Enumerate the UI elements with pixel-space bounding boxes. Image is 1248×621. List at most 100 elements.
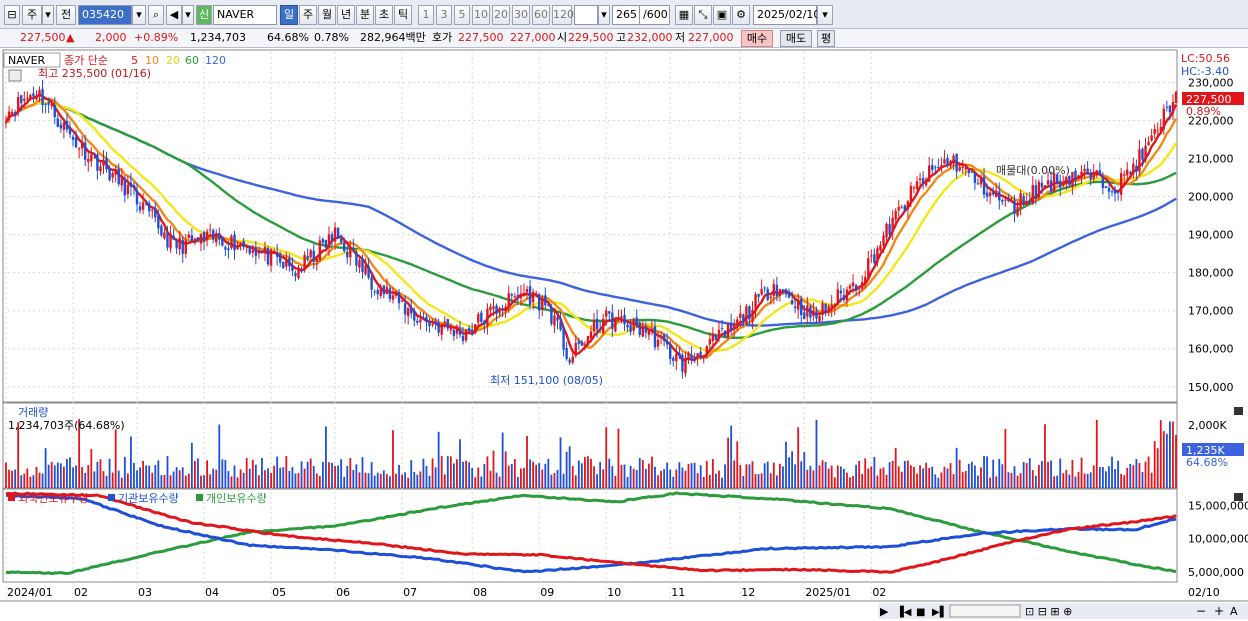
volume-bar (175, 467, 178, 488)
interval-20[interactable]: 20 (492, 5, 510, 25)
candle (285, 251, 288, 271)
candle (312, 244, 315, 269)
stock-code-input[interactable]: 035420 (78, 5, 132, 25)
zoom-in-icon[interactable]: + (1214, 604, 1224, 618)
volume-bar (736, 441, 739, 488)
scroll-play-icon[interactable]: ▶ (880, 605, 889, 618)
price-change: 2,000 (95, 31, 127, 44)
interval-10[interactable]: 10 (472, 5, 490, 25)
window-icon[interactable]: ⊟ (4, 5, 20, 25)
code-dropdown-icon[interactable]: ▾ (132, 5, 146, 25)
volume-bar (1019, 473, 1022, 488)
candle (77, 146, 81, 159)
chevron-down-icon[interactable]: ▾ (42, 5, 54, 25)
candle (806, 296, 809, 325)
date-axis-tick: 11 (671, 586, 685, 599)
holdings-close-icon[interactable] (1234, 493, 1243, 501)
sell-button[interactable]: 매도 (780, 30, 812, 47)
bid-price: 227,000 (510, 31, 556, 44)
period-year[interactable]: 년 (337, 5, 355, 25)
candle (632, 317, 635, 336)
candle (297, 264, 300, 280)
volume-bar (779, 463, 781, 488)
volume-bar (949, 463, 952, 488)
font-size-icon[interactable]: A (1230, 605, 1238, 618)
save-icon[interactable]: ▣ (713, 5, 731, 25)
interval-30[interactable]: 30 (512, 5, 530, 25)
candle (26, 91, 29, 105)
volume-bar (328, 462, 330, 488)
candle (900, 205, 903, 209)
candle (236, 241, 239, 250)
scroll-stop-icon[interactable]: ■ (916, 607, 925, 618)
gear-icon[interactable]: ⚙ (732, 5, 750, 25)
candle (248, 245, 251, 256)
buy-button[interactable]: 매수 (741, 30, 773, 47)
candle (571, 348, 574, 365)
interval-3[interactable]: 3 (436, 5, 452, 25)
candle (787, 288, 791, 299)
date-input[interactable]: 2025/02/10 (753, 5, 820, 25)
volume-bar (839, 466, 842, 488)
scroll-first-icon[interactable]: ▐◀ (896, 605, 912, 618)
candle (1095, 169, 1098, 178)
candle (528, 279, 532, 310)
candle (257, 247, 261, 259)
volume-bar (906, 460, 909, 488)
interval-input[interactable] (574, 5, 598, 25)
volume-bar (1153, 441, 1156, 488)
period-second[interactable]: 초 (375, 5, 393, 25)
candle (425, 313, 428, 332)
candle (154, 202, 157, 223)
calendar-icon[interactable]: ▾ (817, 5, 833, 25)
interval-dropdown-icon[interactable]: ▾ (598, 5, 610, 25)
volume-bar (1016, 475, 1019, 488)
interval-1[interactable]: 1 (418, 5, 434, 25)
candle (382, 285, 386, 299)
volume-bar (254, 464, 257, 488)
candle (1016, 200, 1019, 218)
period-day[interactable]: 일 (280, 5, 298, 25)
volume-bar (288, 470, 291, 488)
stock-name-field[interactable]: NAVER (213, 5, 277, 25)
grid-toggle-icon[interactable] (8, 69, 22, 82)
volume-bar (1147, 456, 1150, 488)
volume-bar (56, 462, 59, 488)
candle (151, 207, 154, 219)
volume-bar (1175, 435, 1177, 488)
volume-bar (1041, 461, 1043, 488)
chart-settings-icon[interactable]: ▦ (675, 5, 693, 25)
volume-bar (114, 429, 117, 488)
volume-bar (809, 465, 812, 488)
data-count-input[interactable]: 265 (612, 5, 640, 25)
volume-bar (910, 465, 912, 488)
interval-60[interactable]: 60 (532, 5, 550, 25)
prefix-button[interactable]: 전 (56, 5, 76, 25)
draw-tool-icon[interactable]: ⤡ (694, 5, 712, 25)
volume-bar (931, 466, 934, 488)
stock-chart[interactable]: 230,000 220,000 210,000 200,000 190,000 180,0… (0, 48, 1248, 621)
period-tick[interactable]: 틱 (394, 5, 412, 25)
credit-badge[interactable]: 신 (196, 5, 212, 25)
avg-button[interactable]: 평 (817, 30, 835, 47)
scrollbar[interactable] (949, 604, 1021, 618)
period-minute[interactable]: 분 (356, 5, 374, 25)
scroll-last-icon[interactable]: ▶▌ (932, 605, 947, 618)
period-week[interactable]: 주 (299, 5, 317, 25)
speaker-dropdown-icon[interactable]: ▾ (182, 5, 194, 25)
candle (254, 241, 258, 265)
zoom-out-icon[interactable]: − (1196, 604, 1206, 618)
candle (757, 293, 760, 303)
candle (315, 258, 318, 271)
zoom-tools-icon[interactable]: ⊡ ⊟ ⊞ ⊕ (1025, 605, 1072, 618)
search-icon[interactable]: ⌕ (148, 5, 164, 25)
volume-close-icon[interactable] (1234, 407, 1243, 415)
candle (720, 319, 724, 332)
period-select[interactable]: 주 (22, 5, 42, 25)
interval-120[interactable]: 120 (552, 5, 574, 25)
candle (592, 312, 596, 335)
volume-bar (504, 451, 507, 488)
period-month[interactable]: 월 (318, 5, 336, 25)
speaker-icon[interactable]: ◀ (166, 5, 182, 25)
interval-5[interactable]: 5 (454, 5, 470, 25)
